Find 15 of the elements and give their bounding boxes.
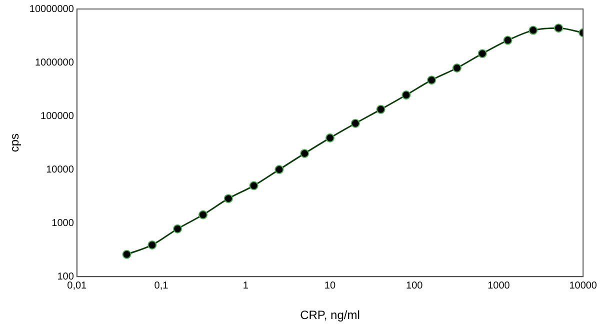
x-tick-label: 0,01 [67,280,88,292]
y-tick-label: 10000 [46,164,74,176]
y-axis-title: cps [8,133,22,152]
y-tick-label: 10000000 [29,4,74,15]
x-axis-title: CRP, ng/ml [300,308,360,322]
y-tick-label: 100 [57,271,74,282]
y-tick-label: 1000000 [34,57,74,68]
x-tick-label: 100 [406,280,424,292]
x-tick-label: 10000 [569,280,598,292]
x-tick-label: 0,1 [154,280,169,292]
x-tick-label: 10 [324,280,336,292]
x-tick-label: 1000 [488,280,510,292]
y-tick-label: 100000 [40,110,74,122]
y-tick-label: 1000 [52,218,74,229]
x-tick-label: 1 [242,280,249,292]
